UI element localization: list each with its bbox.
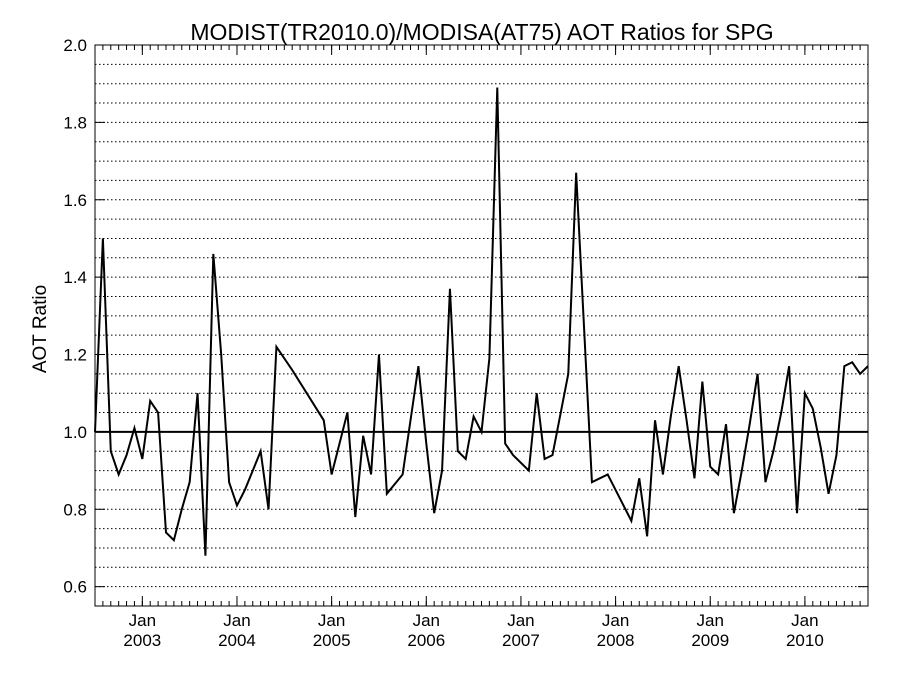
x-tick-year-label-0: 2003 [123,631,161,650]
x-tick-year-label-3: 2006 [407,631,445,650]
axes [94,44,869,607]
x-tick-month-label-1: Jan [223,611,250,630]
y-tick-label-5: 1.6 [63,191,87,210]
x-ticks: Jan2003Jan2004Jan2005Jan2006Jan2007Jan20… [123,45,824,650]
x-tick-month-label-0: Jan [129,611,156,630]
y-tick-label-2: 1.0 [63,423,87,442]
y-axis-label: AOT Ratio [30,285,51,373]
grid-lines [95,44,868,607]
y-tick-label-4: 1.4 [63,268,87,287]
x-tick-month-label-4: Jan [507,611,534,630]
x-tick-year-label-4: 2007 [502,631,540,650]
y-tick-label-1: 0.8 [63,500,87,519]
y-tick-label-7: 2.0 [63,36,87,55]
series-group [94,87,869,556]
y-tick-label-3: 1.2 [63,346,87,365]
x-tick-year-label-5: 2008 [597,631,635,650]
x-tick-month-label-5: Jan [602,611,629,630]
x-tick-month-label-2: Jan [318,611,345,630]
x-tick-month-label-3: Jan [413,611,440,630]
x-tick-year-label-6: 2009 [691,631,729,650]
x-tick-month-label-7: Jan [791,611,818,630]
y-ticks: 0.6 0.8 1.0 1.2 1.4 1.6 1.8 2.0 [63,36,868,597]
y-tick-label-0: 0.6 [63,578,87,597]
x-tick-year-label-7: 2010 [786,631,824,650]
x-tick-month-label-6: Jan [697,611,724,630]
x-tick-year-label-1: 2004 [218,631,256,650]
y-tick-label-6: 1.8 [63,113,87,132]
x-tick-year-label-2: 2005 [313,631,351,650]
series-line-0 [94,87,869,556]
chart-title: MODIST(TR2010.0)/MODISA(AT75) AOT Ratios… [190,19,773,45]
